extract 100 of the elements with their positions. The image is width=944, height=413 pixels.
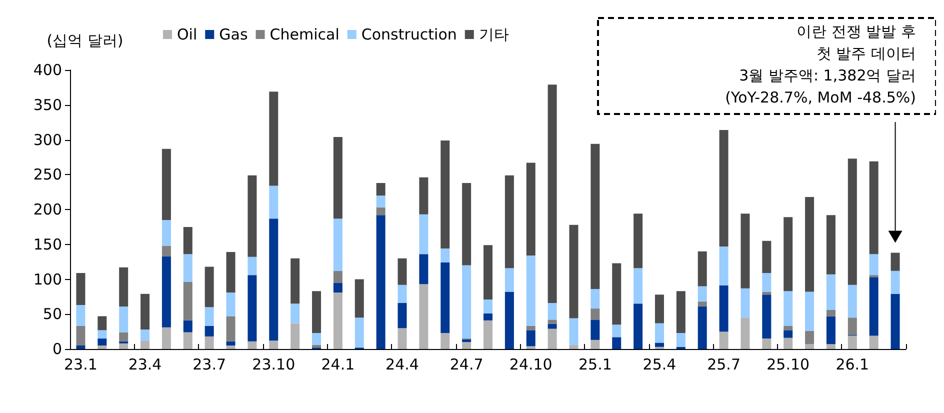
bar xyxy=(376,207,386,216)
bar xyxy=(248,175,257,257)
bar xyxy=(826,310,836,316)
bar xyxy=(762,338,772,349)
bar xyxy=(290,258,300,304)
y-tick-label: 350 xyxy=(33,96,62,114)
bar xyxy=(183,254,192,282)
bar xyxy=(204,336,214,349)
bar xyxy=(548,302,557,320)
bar xyxy=(462,339,472,342)
bar xyxy=(333,218,342,271)
bar xyxy=(805,292,814,331)
x-tick-label: 25.10 xyxy=(766,356,810,374)
bar xyxy=(98,338,107,346)
bar xyxy=(869,254,878,276)
bar xyxy=(676,332,686,347)
bar xyxy=(204,307,214,326)
bar xyxy=(354,318,364,348)
bar xyxy=(333,136,342,219)
bar xyxy=(484,320,492,349)
bar xyxy=(612,337,622,349)
bar xyxy=(484,245,492,300)
y-tick-label: 100 xyxy=(33,270,62,288)
bar xyxy=(312,291,322,333)
y-tick-label: 250 xyxy=(33,166,62,184)
bar xyxy=(269,186,278,219)
bar xyxy=(569,344,578,349)
bar xyxy=(504,268,514,292)
bar xyxy=(290,323,300,349)
bar xyxy=(890,270,900,294)
bar xyxy=(226,346,236,349)
y-tick-label: 150 xyxy=(33,235,62,254)
bar xyxy=(848,336,857,349)
bar xyxy=(590,144,600,290)
bar xyxy=(269,340,278,349)
bar xyxy=(419,284,428,349)
bar xyxy=(676,291,686,333)
x-tick-label: 25.1 xyxy=(578,356,612,374)
bar xyxy=(590,320,600,340)
bar xyxy=(204,326,214,336)
bar xyxy=(354,279,364,318)
bar xyxy=(869,336,878,349)
bar xyxy=(762,294,772,339)
bar xyxy=(504,292,514,349)
bar xyxy=(634,214,643,268)
bar xyxy=(204,266,214,308)
bar xyxy=(76,326,86,346)
x-tick-label: 24.10 xyxy=(509,356,552,374)
bar xyxy=(440,262,450,333)
bar xyxy=(440,140,450,249)
bar xyxy=(890,252,900,271)
bar xyxy=(162,148,171,220)
x-tick-label: 24.4 xyxy=(386,356,419,374)
bar xyxy=(826,274,836,310)
x-tick-label: 25.4 xyxy=(642,356,676,374)
y-tick-label: 200 xyxy=(33,200,62,218)
x-tick-label: 23.10 xyxy=(252,356,296,374)
bar xyxy=(269,92,278,186)
bar xyxy=(698,286,707,302)
bar xyxy=(398,258,407,285)
bar xyxy=(805,196,814,292)
bar xyxy=(119,332,128,342)
x-tick-label: 23.1 xyxy=(64,356,98,374)
bar xyxy=(654,294,664,324)
bar xyxy=(526,326,536,330)
x-tick-label: 24.7 xyxy=(450,356,484,374)
legend-label: Oil xyxy=(177,26,198,44)
bar xyxy=(462,265,472,339)
bar xyxy=(805,330,814,344)
bar xyxy=(719,246,728,286)
bar xyxy=(76,305,86,326)
bar xyxy=(183,320,192,332)
bar xyxy=(698,306,707,349)
bar xyxy=(848,284,857,318)
bar xyxy=(183,282,192,320)
bar xyxy=(226,316,236,342)
bar xyxy=(98,316,107,330)
bar xyxy=(890,294,900,349)
bar xyxy=(698,251,707,286)
bar xyxy=(762,292,772,295)
bar xyxy=(612,324,622,338)
bar xyxy=(440,332,450,349)
bar xyxy=(140,340,150,349)
bar xyxy=(462,182,472,266)
bar xyxy=(462,342,472,349)
bar xyxy=(740,288,750,318)
legend-label: Gas xyxy=(219,26,248,44)
bar xyxy=(119,306,128,332)
bar xyxy=(719,286,728,332)
bar xyxy=(269,218,278,341)
bar xyxy=(719,332,728,349)
bar xyxy=(698,302,707,306)
legend-label: 기타 xyxy=(478,26,509,44)
bar xyxy=(762,240,772,273)
bar xyxy=(634,304,643,349)
bar xyxy=(784,326,793,330)
bar xyxy=(848,158,857,285)
y-tick-label: 300 xyxy=(33,130,62,149)
bar xyxy=(569,318,578,345)
bar xyxy=(162,327,171,349)
